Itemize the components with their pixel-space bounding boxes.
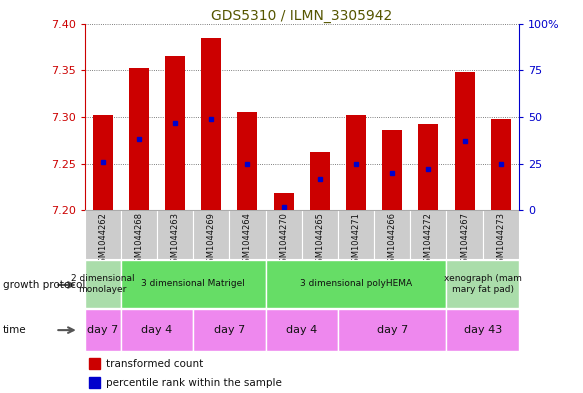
Bar <box>491 119 511 210</box>
Bar <box>165 56 185 210</box>
Bar <box>382 130 402 210</box>
Text: GSM1044265: GSM1044265 <box>315 212 324 268</box>
Bar <box>85 260 121 307</box>
Title: GDS5310 / ILMN_3305942: GDS5310 / ILMN_3305942 <box>211 9 392 22</box>
Bar <box>447 309 519 351</box>
Bar <box>302 210 338 259</box>
Text: GSM1044268: GSM1044268 <box>134 212 143 268</box>
Bar <box>89 358 100 369</box>
Bar <box>483 210 519 259</box>
Bar <box>419 125 438 210</box>
Bar <box>265 309 338 351</box>
Text: xenograph (mam
mary fat pad): xenograph (mam mary fat pad) <box>444 274 522 294</box>
Text: day 7: day 7 <box>377 325 408 335</box>
Text: GSM1044269: GSM1044269 <box>207 212 216 268</box>
Text: GSM1044273: GSM1044273 <box>496 212 505 268</box>
Bar <box>201 38 221 210</box>
Text: GSM1044272: GSM1044272 <box>424 212 433 268</box>
Text: growth protocol: growth protocol <box>3 280 85 290</box>
Bar <box>129 68 149 210</box>
Bar <box>374 210 410 259</box>
Text: 2 dimensional
monolayer: 2 dimensional monolayer <box>71 274 135 294</box>
Bar <box>93 115 113 210</box>
Text: 3 dimensional Matrigel: 3 dimensional Matrigel <box>141 279 245 288</box>
Bar <box>193 210 229 259</box>
Bar <box>89 377 100 388</box>
Text: day 4: day 4 <box>286 325 317 335</box>
Text: 3 dimensional polyHEMA: 3 dimensional polyHEMA <box>300 279 412 288</box>
Bar <box>121 210 157 259</box>
Text: day 7: day 7 <box>87 325 118 335</box>
Bar <box>229 210 265 259</box>
Bar <box>338 309 447 351</box>
Text: GSM1044270: GSM1044270 <box>279 212 288 268</box>
Text: day 7: day 7 <box>214 325 245 335</box>
Bar <box>310 152 330 210</box>
Bar <box>237 112 257 210</box>
Bar <box>273 193 294 210</box>
Bar <box>447 210 483 259</box>
Bar <box>447 260 519 307</box>
Text: day 43: day 43 <box>463 325 502 335</box>
Bar <box>410 210 447 259</box>
Bar <box>85 309 121 351</box>
Text: GSM1044262: GSM1044262 <box>98 212 107 268</box>
Bar <box>157 210 193 259</box>
Text: transformed count: transformed count <box>106 359 203 369</box>
Bar <box>85 210 121 259</box>
Text: GSM1044264: GSM1044264 <box>243 212 252 268</box>
Text: GSM1044267: GSM1044267 <box>460 212 469 268</box>
Text: day 4: day 4 <box>141 325 173 335</box>
Bar <box>265 260 447 307</box>
Text: percentile rank within the sample: percentile rank within the sample <box>106 378 282 388</box>
Bar <box>346 115 366 210</box>
Text: GSM1044271: GSM1044271 <box>352 212 360 268</box>
Bar <box>265 210 302 259</box>
Text: GSM1044263: GSM1044263 <box>170 212 180 268</box>
Bar <box>338 210 374 259</box>
Bar <box>193 309 265 351</box>
Text: time: time <box>3 325 27 335</box>
Bar <box>121 260 265 307</box>
Text: GSM1044266: GSM1044266 <box>388 212 396 268</box>
Bar <box>121 309 193 351</box>
Bar <box>455 72 475 210</box>
